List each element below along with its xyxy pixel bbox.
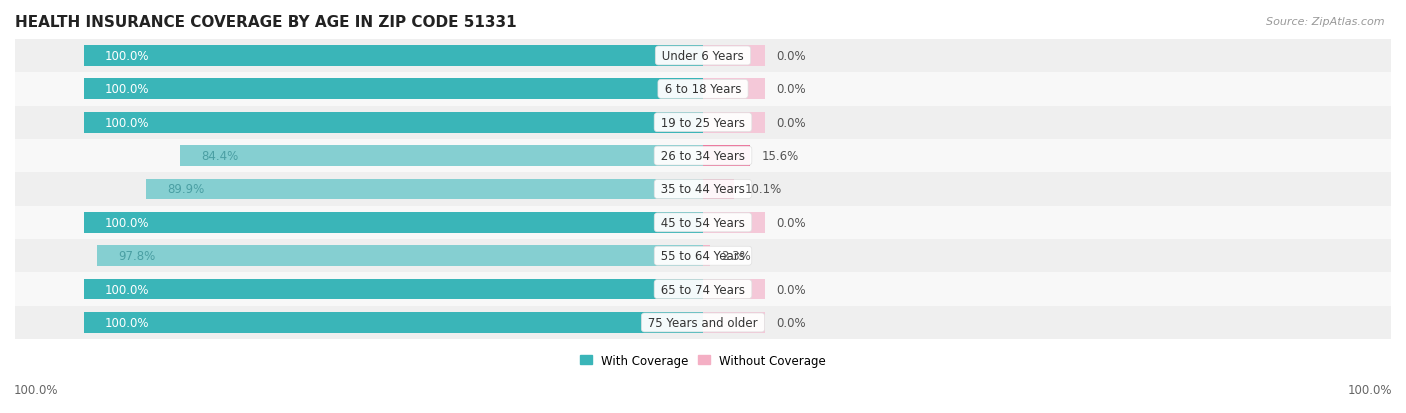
Bar — [703, 179, 734, 200]
Text: Source: ZipAtlas.com: Source: ZipAtlas.com — [1267, 17, 1385, 26]
Bar — [15, 173, 1391, 206]
Text: 0.0%: 0.0% — [776, 283, 806, 296]
Text: 0.0%: 0.0% — [776, 83, 806, 96]
Text: 19 to 25 Years: 19 to 25 Years — [657, 116, 749, 129]
Bar — [84, 113, 703, 133]
Bar — [15, 273, 1391, 306]
Text: 15.6%: 15.6% — [761, 150, 799, 163]
Bar — [703, 79, 765, 100]
Text: Under 6 Years: Under 6 Years — [658, 50, 748, 63]
Bar — [703, 312, 765, 333]
Bar — [703, 113, 765, 133]
Bar — [703, 146, 751, 166]
Text: 100.0%: 100.0% — [14, 384, 59, 396]
Bar — [15, 106, 1391, 140]
Bar — [84, 312, 703, 333]
Text: 100.0%: 100.0% — [104, 83, 149, 96]
Bar — [703, 46, 765, 66]
Text: HEALTH INSURANCE COVERAGE BY AGE IN ZIP CODE 51331: HEALTH INSURANCE COVERAGE BY AGE IN ZIP … — [15, 15, 516, 30]
Text: 0.0%: 0.0% — [776, 116, 806, 129]
Bar — [15, 240, 1391, 273]
Text: 6 to 18 Years: 6 to 18 Years — [661, 83, 745, 96]
Text: 0.0%: 0.0% — [776, 216, 806, 229]
Text: 100.0%: 100.0% — [104, 116, 149, 129]
Text: 89.9%: 89.9% — [167, 183, 204, 196]
Text: 100.0%: 100.0% — [1347, 384, 1392, 396]
Text: 75 Years and older: 75 Years and older — [644, 316, 762, 329]
Text: 2.3%: 2.3% — [721, 249, 751, 263]
Bar — [84, 46, 703, 66]
Bar — [703, 279, 765, 300]
Text: 0.0%: 0.0% — [776, 316, 806, 329]
Text: 97.8%: 97.8% — [118, 249, 155, 263]
Bar — [97, 246, 703, 266]
Bar — [15, 73, 1391, 106]
Legend: With Coverage, Without Coverage: With Coverage, Without Coverage — [575, 349, 831, 371]
Text: 84.4%: 84.4% — [201, 150, 238, 163]
Bar — [84, 279, 703, 300]
Text: 0.0%: 0.0% — [776, 50, 806, 63]
Text: 45 to 54 Years: 45 to 54 Years — [657, 216, 749, 229]
Bar — [703, 212, 765, 233]
Text: 100.0%: 100.0% — [104, 216, 149, 229]
Text: 26 to 34 Years: 26 to 34 Years — [657, 150, 749, 163]
Text: 65 to 74 Years: 65 to 74 Years — [657, 283, 749, 296]
Bar — [15, 306, 1391, 339]
Bar — [84, 212, 703, 233]
Bar — [15, 140, 1391, 173]
Text: 100.0%: 100.0% — [104, 283, 149, 296]
Bar — [15, 206, 1391, 240]
Bar — [146, 179, 703, 200]
Bar — [703, 246, 710, 266]
Text: 100.0%: 100.0% — [104, 50, 149, 63]
Text: 55 to 64 Years: 55 to 64 Years — [657, 249, 749, 263]
Bar — [84, 79, 703, 100]
Text: 100.0%: 100.0% — [104, 316, 149, 329]
Text: 35 to 44 Years: 35 to 44 Years — [657, 183, 749, 196]
Text: 10.1%: 10.1% — [745, 183, 782, 196]
Bar — [15, 40, 1391, 73]
Bar — [180, 146, 703, 166]
